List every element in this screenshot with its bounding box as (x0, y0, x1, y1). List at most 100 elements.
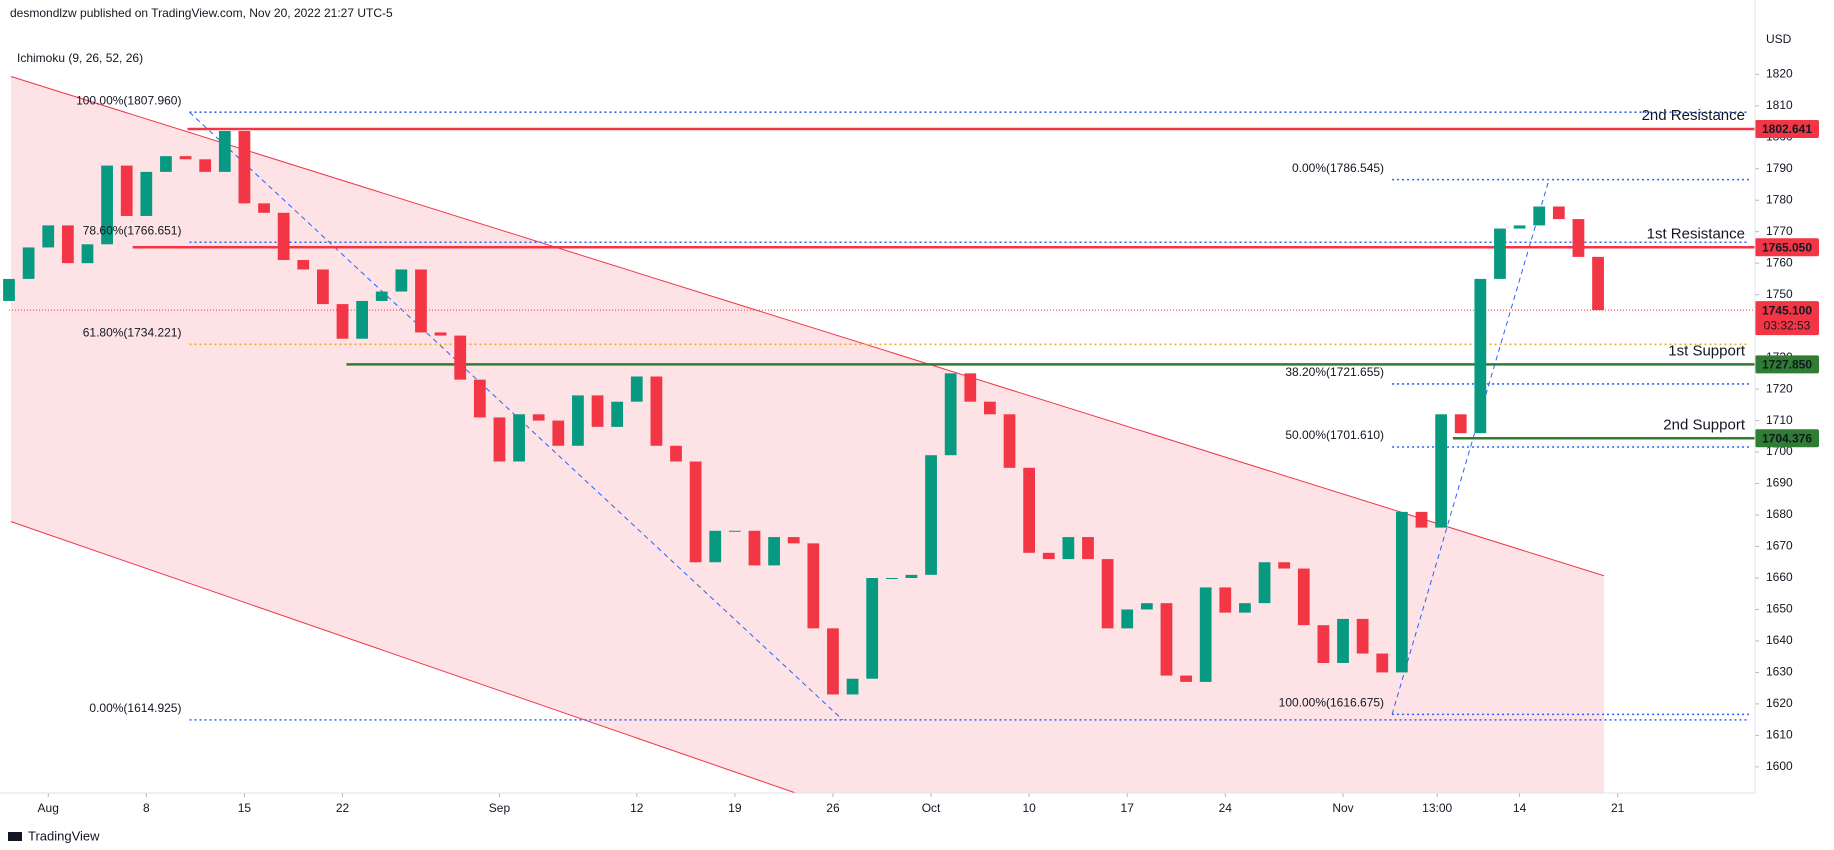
candle-body (277, 212, 290, 261)
y-tick-label: 1700 (1766, 444, 1793, 458)
candle-body (3, 278, 15, 301)
footer: TradingView (28, 828, 100, 843)
candle-body (768, 537, 780, 566)
y-tick-label: 1670 (1766, 539, 1793, 553)
y-tick-label: 1820 (1766, 66, 1793, 80)
label-layer: 100.00%(1807.960) 78.60%(1766.651) 61.80%(… (76, 93, 1819, 715)
y-tick-label: 1750 (1766, 287, 1793, 301)
level-tag (1755, 429, 1819, 448)
countdown: 03:32:53 (1764, 318, 1811, 332)
y-tick-label: 1610 (1766, 728, 1793, 742)
fib-label: 0.00%(1614.925) (89, 701, 181, 715)
fib-label: 38.20%(1721.655) (1285, 365, 1384, 379)
candle-body (140, 171, 153, 216)
candle-body (395, 269, 408, 292)
candle-body (1376, 653, 1389, 673)
currency: USD (1766, 32, 1792, 46)
candle-body (709, 530, 722, 563)
y-tick-label: 1710 (1766, 413, 1793, 427)
candle-body (513, 414, 525, 462)
level-tag-label: 1765.050 (1762, 240, 1812, 254)
candle-body (1297, 568, 1310, 626)
candle-body (1552, 206, 1565, 220)
candle-body (81, 244, 94, 264)
candle-body (944, 373, 957, 456)
candle-body (630, 376, 643, 402)
candle-body (258, 203, 270, 213)
candle-body (572, 395, 584, 446)
candle-body (1239, 603, 1251, 613)
candle-body (454, 335, 467, 380)
y-tick-label: 1620 (1766, 696, 1793, 710)
x-tick-label: 26 (826, 801, 840, 815)
main-layer (3, 111, 1755, 721)
y-tick-label: 1760 (1766, 255, 1793, 269)
candle-body (1023, 467, 1036, 553)
y-tick-label: 1690 (1766, 476, 1793, 490)
y-tick-label: 1600 (1766, 759, 1793, 773)
candle-body (807, 543, 820, 629)
candle-body (1180, 675, 1192, 682)
tv-logo: TradingView (8, 828, 100, 843)
level-name: 2nd Resistance (1642, 107, 1745, 124)
candle-body (1454, 414, 1467, 434)
candle-body (297, 260, 310, 270)
grid-layer: 1600 1610 1620 1630 1640 1650 1660 1670 1680 1690… (38, 66, 1793, 815)
candle-body (1160, 603, 1173, 676)
candle-body (1062, 537, 1075, 560)
x-tick-label: 13:00 (1422, 801, 1452, 815)
candle-body (846, 678, 859, 695)
x-tick-label: 21 (1611, 801, 1625, 815)
x-tick-label: Aug (38, 801, 59, 815)
candle-body (905, 574, 918, 578)
candle-body (356, 300, 369, 339)
candle-body (1592, 256, 1604, 311)
candle-body (1278, 562, 1291, 569)
candle-body (179, 156, 192, 160)
candle-body (1415, 511, 1428, 528)
candle-body (473, 379, 486, 418)
y-tick-label: 1780 (1766, 192, 1793, 206)
level-tag-label: 1704.376 (1762, 431, 1812, 445)
candle-body (748, 530, 761, 566)
level-tag-label: 1727.850 (1762, 358, 1812, 372)
candle-body (866, 577, 879, 679)
y-tick-label: 1630 (1766, 665, 1793, 679)
x-tick-label: Nov (1332, 801, 1353, 815)
candle-body (1395, 511, 1408, 673)
candle-body (336, 304, 349, 339)
candle-body (1042, 552, 1055, 560)
candle-body (611, 401, 624, 427)
x-tick-label: Sep (489, 801, 511, 815)
candle-body (670, 445, 682, 462)
candle-body (984, 401, 996, 415)
candle-body (120, 165, 133, 216)
x-tick-label: Oct (922, 801, 941, 815)
candle-body (827, 628, 839, 695)
candle-body (1494, 228, 1506, 279)
x-tick-label: 12 (630, 801, 644, 815)
x-tick-label: 10 (1022, 801, 1036, 815)
candle-body (1101, 559, 1114, 629)
level-tag (1755, 355, 1819, 374)
publisher: desmondlzw published on TradingView.com,… (10, 6, 393, 20)
candle-body (1337, 618, 1349, 663)
candle-body (1435, 414, 1447, 528)
x-tick-label: 8 (143, 801, 150, 815)
level-tag-label: 1802.641 (1762, 122, 1812, 136)
candle-body (415, 269, 427, 333)
x-tick-label: 19 (728, 801, 742, 815)
candle-body (1474, 278, 1487, 434)
candle-body (1533, 206, 1546, 226)
candle-body (22, 247, 35, 279)
level-tag (1755, 238, 1819, 257)
fib-label: 0.00%(1786.545) (1292, 161, 1384, 175)
candle-body (101, 165, 113, 245)
candle-body (1219, 587, 1232, 613)
candle-body (317, 269, 329, 305)
fib-trend (1391, 179, 1550, 715)
candle-body (885, 577, 898, 579)
fib-trend (189, 111, 844, 721)
